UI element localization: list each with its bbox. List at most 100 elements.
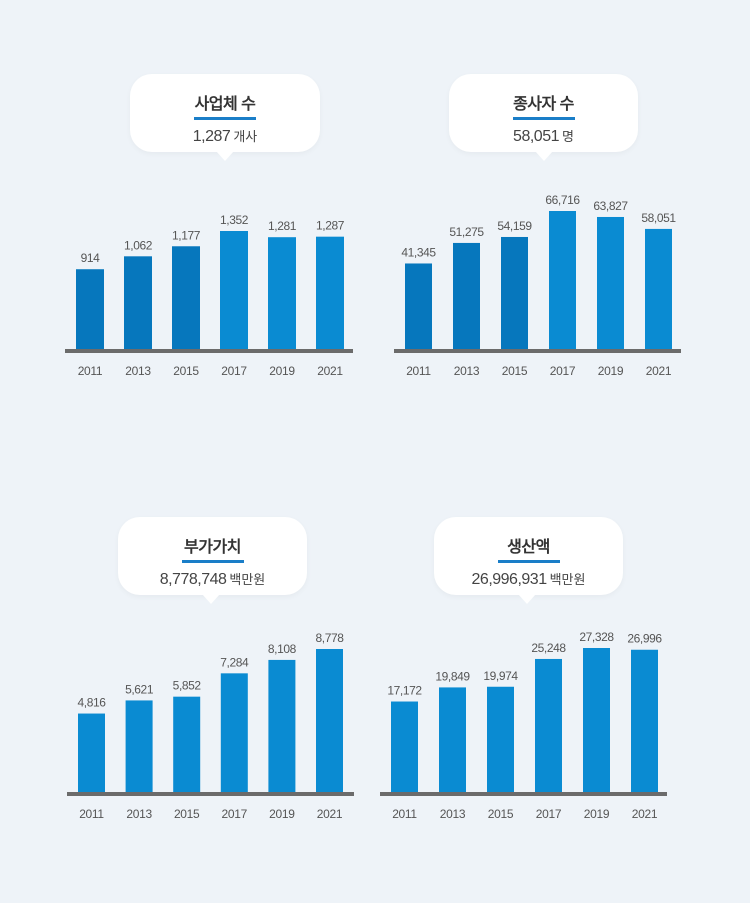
x-tick-label: 2011 [79, 807, 104, 821]
bar-2021 [631, 649, 658, 792]
x-tick-label: 2015 [488, 807, 514, 821]
x-tick-label: 2019 [598, 364, 624, 378]
panel-title: 부가가치 [184, 539, 241, 556]
value-label: 25,248 [531, 641, 566, 655]
panel-production: 생산액 26,996,931 백만원 17,172 2011 19,849 2013 19… [0, 0, 667, 821]
bubble-tail [535, 151, 553, 161]
x-tick-label: 2017 [222, 807, 248, 821]
bar-2011 [405, 263, 432, 349]
bubble-tail [518, 594, 536, 604]
summary-unit: 명 [561, 129, 574, 144]
bar-2019 [597, 216, 624, 349]
value-label: 5,621 [125, 682, 154, 696]
x-axis-line [394, 349, 681, 353]
bar-2021 [316, 236, 344, 349]
x-tick-label: 2015 [502, 364, 528, 378]
value-label: 914 [81, 251, 101, 265]
bar-2011 [76, 269, 104, 349]
bubble-tail [202, 594, 220, 604]
x-tick-label: 2013 [454, 364, 480, 378]
value-label: 58,051 [641, 211, 676, 225]
title-underline [512, 117, 575, 120]
bar-2015 [501, 236, 528, 349]
value-label: 27,328 [579, 630, 614, 644]
summary-number: 58,051 [513, 128, 559, 145]
x-tick-label: 2017 [221, 364, 247, 378]
x-tick-label: 2013 [126, 807, 152, 821]
summary-value: 8,778,748 백만원 [118, 569, 307, 589]
bubble-tail [216, 151, 234, 161]
summary-bubble: 사업체 수 1,287 개사 [130, 74, 320, 161]
value-label: 1,352 [220, 213, 249, 227]
value-label: 1,281 [268, 219, 297, 233]
x-tick-label: 2013 [440, 807, 466, 821]
x-axis-line [380, 792, 667, 796]
x-tick-label: 2011 [406, 364, 431, 378]
value-label: 1,177 [172, 228, 201, 242]
value-label: 1,062 [124, 238, 153, 252]
summary-unit: 개사 [233, 129, 258, 144]
summary-bubble: 부가가치 8,778,748 백만원 [118, 517, 307, 604]
bar-2021 [645, 228, 672, 349]
panel-establishments: 사업체 수 1,287 개사 914 2011 1,062 2013 1,177 2015 1… [0, 0, 375, 451]
x-tick-label: 2015 [174, 807, 200, 821]
value-label: 8,778 [315, 631, 344, 645]
value-label: 26,996 [627, 632, 662, 646]
value-label: 4,816 [77, 696, 106, 710]
bar-2015 [487, 686, 514, 792]
panel-value-added: 부가가치 8,778,748 백만원 4,816 2011 5,621 2013 5,85… [0, 0, 375, 821]
value-label: 5,852 [173, 679, 202, 693]
value-label: 8,108 [268, 642, 297, 656]
value-label: 54,159 [497, 219, 532, 233]
value-label: 63,827 [593, 199, 628, 213]
summary-unit: 백만원 [229, 572, 266, 587]
summary-number: 26,996,931 [471, 571, 548, 588]
x-tick-label: 2021 [317, 364, 343, 378]
summary-number: 1,287 [192, 128, 231, 145]
x-tick-label: 2019 [584, 807, 610, 821]
bar-2017 [549, 211, 576, 349]
bar-2017 [220, 673, 248, 792]
panel-title: 종사자 수 [513, 96, 574, 113]
value-label: 41,345 [401, 245, 436, 259]
bar-2013 [124, 256, 152, 349]
value-label: 19,849 [435, 669, 470, 683]
bar-2019 [583, 648, 610, 792]
summary-value: 58,051 명 [449, 126, 638, 146]
summary-bubble: 생산액 26,996,931 백만원 [434, 517, 623, 604]
value-label: 51,275 [449, 225, 484, 239]
summary-value: 26,996,931 백만원 [434, 569, 623, 589]
panel-employees: 종사자 수 58,051 명 41,345 2011 51,275 2013 54,159… [0, 0, 681, 451]
panel-title: 생산액 [507, 539, 550, 556]
value-label: 1,287 [316, 219, 345, 233]
summary-unit: 백만원 [549, 572, 586, 587]
x-tick-label: 2019 [269, 807, 295, 821]
x-tick-label: 2021 [317, 807, 343, 821]
x-tick-label: 2021 [646, 364, 672, 378]
x-tick-label: 2013 [125, 364, 151, 378]
x-tick-label: 2021 [632, 807, 658, 821]
bar-2017 [220, 231, 248, 349]
value-label: 17,172 [387, 684, 422, 698]
bar-2011 [78, 713, 105, 792]
bar-2015 [173, 696, 201, 792]
summary-bubble: 종사자 수 58,051 명 [449, 74, 638, 161]
bar-2019 [268, 237, 296, 349]
x-tick-label: 2015 [173, 364, 199, 378]
title-underline [497, 560, 560, 563]
bar-2013 [125, 700, 153, 792]
x-tick-label: 2017 [550, 364, 576, 378]
summary-number: 8,778,748 [159, 571, 227, 588]
title-underline [181, 560, 244, 563]
chart-establishments: 914 2011 1,062 2013 1,177 2015 1,352 2017 1,281 2… [65, 213, 353, 378]
value-label: 7,284 [220, 655, 249, 669]
x-axis-line [65, 349, 353, 353]
bar-2019 [268, 659, 296, 792]
summary-value: 1,287 개사 [130, 126, 320, 146]
panel-title: 사업체 수 [194, 96, 256, 113]
value-label: 19,974 [483, 669, 518, 683]
chart-employees: 41,345 2011 51,275 2013 54,159 2015 66,716 2017… [394, 193, 681, 378]
x-tick-label: 2017 [536, 807, 562, 821]
bar-2013 [439, 687, 466, 792]
